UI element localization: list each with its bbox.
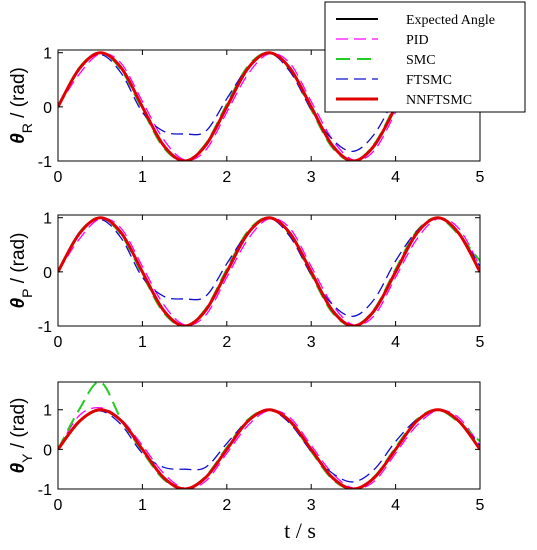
series-line-nnftsmc bbox=[58, 408, 480, 489]
x-tick-label: 1 bbox=[138, 334, 147, 351]
y-axis-unit: / (rad) bbox=[8, 398, 29, 454]
legend-box bbox=[324, 1, 526, 113]
y-tick-label: -1 bbox=[38, 319, 52, 336]
y-axis-label: θR / (rad) bbox=[8, 67, 35, 144]
y-tick-label: 1 bbox=[43, 211, 52, 228]
subplot-group: 0 1 2 3 4 510-1θR / (rad)0 1 2 3 4 510-1θP / (rad)… bbox=[8, 46, 485, 514]
y-axis-label: θP / (rad) bbox=[8, 233, 35, 309]
x-axis-label: t / s bbox=[284, 518, 316, 543]
legend-items: Expected Angle PID SMC FTSMC NNFTSMC bbox=[336, 13, 495, 108]
series-group bbox=[58, 382, 480, 489]
x-tick-label: 4 bbox=[391, 169, 400, 186]
legend: Expected Angle PID SMC FTSMC NNFTSMC bbox=[324, 1, 526, 113]
legend-label: PID bbox=[406, 33, 429, 48]
y-axis-subscript: R bbox=[19, 123, 35, 133]
axes-box bbox=[57, 214, 481, 327]
series-line-nnftsmc bbox=[58, 51, 397, 161]
y-tick-label: 0 bbox=[43, 265, 52, 282]
x-tick-label: 1 bbox=[138, 169, 147, 186]
series-line-pid bbox=[58, 52, 397, 161]
series-line-smc bbox=[58, 382, 480, 489]
y-tick-label: 1 bbox=[43, 403, 52, 420]
series-line-ftsmc bbox=[58, 217, 480, 317]
y-axis-label: θY / (rad) bbox=[8, 398, 35, 474]
x-tick-label: 2 bbox=[222, 334, 231, 351]
x-tick-label: 1 bbox=[138, 497, 147, 514]
legend-label: Expected Angle bbox=[406, 13, 495, 28]
y-tick-label: 1 bbox=[43, 46, 52, 63]
x-tick-label: 4 bbox=[391, 334, 400, 351]
y-axis-symbol: θ bbox=[8, 133, 29, 144]
y-axis-subscript: P bbox=[19, 289, 35, 298]
x-tick-label: 0 bbox=[54, 169, 63, 186]
x-tick-label: 0 bbox=[54, 334, 63, 351]
legend-label: NNFTSMC bbox=[406, 93, 472, 108]
subplot-3: 0 1 2 3 4 510-1θY / (rad) bbox=[8, 381, 485, 514]
y-axis-unit: / (rad) bbox=[8, 67, 29, 123]
x-tick-label: 3 bbox=[307, 497, 316, 514]
legend-label: SMC bbox=[406, 53, 436, 68]
x-tick-label: 5 bbox=[476, 169, 485, 186]
x-tick-label: 2 bbox=[222, 169, 231, 186]
x-tick-label: 3 bbox=[307, 334, 316, 351]
legend-label: FTSMC bbox=[406, 73, 452, 88]
series-line-nnftsmc bbox=[58, 216, 480, 326]
y-axis-unit: / (rad) bbox=[8, 233, 29, 289]
y-tick-label: 0 bbox=[43, 442, 52, 459]
axes-box bbox=[57, 381, 481, 490]
x-tick-label: 3 bbox=[307, 169, 316, 186]
series-line-ftsmc bbox=[58, 52, 397, 152]
y-tick-label: 0 bbox=[43, 100, 52, 117]
y-axis-subscript: Y bbox=[19, 453, 35, 463]
subplot-2: 0 1 2 3 4 510-1θP / (rad) bbox=[8, 211, 485, 351]
y-axis-symbol: θ bbox=[8, 297, 29, 308]
x-tick-label: 2 bbox=[222, 497, 231, 514]
series-group bbox=[58, 216, 480, 326]
x-tick-label: 0 bbox=[54, 497, 63, 514]
series-group bbox=[58, 51, 397, 161]
x-tick-label: 5 bbox=[476, 334, 485, 351]
y-tick-label: -1 bbox=[38, 482, 52, 499]
y-tick-label: -1 bbox=[38, 154, 52, 171]
x-tick-label: 4 bbox=[391, 497, 400, 514]
x-tick-label: 5 bbox=[476, 497, 485, 514]
y-axis-symbol: θ bbox=[8, 462, 29, 473]
